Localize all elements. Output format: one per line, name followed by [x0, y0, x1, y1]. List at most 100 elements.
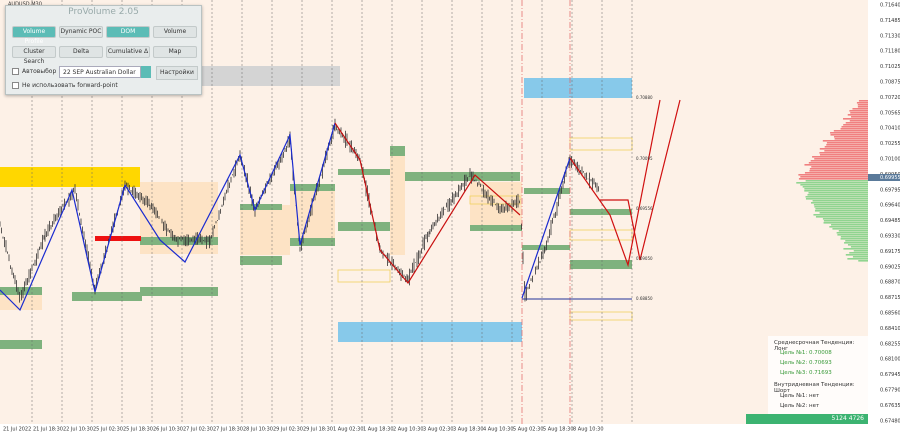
profile-bar: [831, 224, 868, 226]
instrument-select[interactable]: 22 SEP Australian Dollar: [59, 66, 141, 78]
profile-bar: [849, 252, 868, 254]
profile-bar: [845, 240, 868, 242]
outline-zone: [569, 229, 633, 241]
forward-point[interactable]: Не использовать forward-point: [12, 82, 118, 89]
time-axis-bg: [0, 424, 868, 435]
profile-bar: [798, 178, 868, 180]
level-label: 0.68850: [636, 296, 653, 301]
time-label: 29 Jul 02:30: [273, 427, 303, 433]
profile-bar: [800, 184, 868, 186]
profile-bar: [809, 170, 868, 172]
panel-button[interactable]: Volume: [153, 26, 197, 38]
price-label: 0.71180: [880, 49, 900, 55]
target: Цель №1: нет: [780, 393, 820, 399]
current-price-tag: [868, 174, 900, 181]
profile-bar: [804, 164, 868, 166]
profile-bar: [813, 204, 868, 206]
profile-bar: [858, 260, 868, 262]
volume-zone: [405, 172, 520, 181]
outline-zone: [569, 311, 633, 321]
volume-zone: [522, 245, 570, 250]
price-label: 0.69025: [880, 264, 900, 270]
zone: [290, 186, 335, 246]
profile-bar: [800, 176, 868, 178]
zigzag-up: [0, 122, 336, 312]
profile-bar: [845, 122, 868, 124]
profile-bar: [851, 116, 868, 118]
price-label: 0.70565: [880, 110, 900, 116]
profile-bar: [853, 250, 868, 252]
profile-bar: [819, 152, 868, 154]
price-label: 0.70100: [880, 157, 900, 163]
profile-bar: [823, 220, 868, 222]
time-label: 3 Aug 18:30: [453, 427, 484, 433]
profile-bar: [832, 228, 868, 230]
panel-button[interactable]: Dynamic POC: [59, 26, 103, 38]
select-arrow[interactable]: [141, 66, 151, 78]
profile-bar: [829, 226, 868, 228]
profile-bar: [805, 180, 868, 182]
volume-zone: [338, 169, 390, 175]
volume-zone: [0, 287, 42, 295]
projection: [600, 99, 681, 261]
time-label: 22 Jul 10:30: [63, 427, 93, 433]
profile-bar: [856, 102, 868, 104]
price-axis-bg: [868, 0, 900, 435]
volume-zone: [140, 237, 218, 245]
target: Цель №1: 0.70008: [780, 350, 832, 356]
current-price: 0.69955: [880, 175, 900, 181]
red-bar: [95, 236, 141, 241]
profile-bar: [841, 126, 868, 128]
price-label: 0.71025: [880, 64, 900, 70]
profile-bar: [830, 132, 868, 134]
profile-bar: [843, 118, 868, 120]
profile-bar: [840, 128, 868, 130]
profile-bar: [813, 214, 868, 216]
time-label: 3 Aug 02:30: [423, 427, 454, 433]
level-label: 0.70095: [636, 156, 653, 161]
profile-bar: [844, 242, 868, 244]
profile-bar: [814, 158, 868, 160]
zone: [0, 167, 140, 187]
price-label: 0.67945: [880, 372, 900, 378]
price-label: 0.68255: [880, 341, 900, 347]
auto-select-label: Автовыбор: [22, 68, 57, 75]
profile-bar: [819, 148, 868, 150]
panel-button[interactable]: Volume Profile: [12, 26, 56, 45]
outline-zone: [469, 195, 521, 205]
panel-button[interactable]: DOM: [106, 26, 150, 38]
panel-button[interactable]: Cluster Search: [12, 46, 56, 65]
zigzag-up: [521, 157, 571, 299]
price-label: 0.68100: [880, 357, 900, 363]
profile-bar: [807, 194, 868, 196]
zone: [338, 322, 522, 342]
time-label: 8 Aug 10:30: [573, 427, 604, 433]
panel-button[interactable]: Cumulative Δ: [106, 46, 150, 58]
panel-button[interactable]: Map: [153, 46, 197, 58]
profile-bar: [808, 192, 868, 194]
price-label: 0.69795: [880, 187, 900, 193]
volume-zone: [140, 287, 218, 296]
zone: [524, 78, 632, 98]
time-label: 26 Jul 10:30: [153, 427, 183, 433]
time-label: 27 Jul 02:30: [183, 427, 213, 433]
profile-bar: [833, 130, 868, 132]
price-label: 0.68560: [880, 311, 900, 317]
forward-point-label: Не использовать forward-point: [22, 82, 118, 89]
time-label: 25 Jul 02:30: [93, 427, 123, 433]
price-label: 0.69640: [880, 203, 900, 209]
time-label: 5 Aug 02:30: [513, 427, 544, 433]
auto-select[interactable]: Автовыбор: [12, 68, 56, 75]
time-label: 29 Jul 18:30: [303, 427, 333, 433]
panel-button[interactable]: Delta: [59, 46, 103, 58]
profile-bar: [822, 218, 868, 220]
zone: [470, 182, 522, 230]
profile-bar: [830, 134, 868, 136]
zone: [240, 205, 290, 255]
profile-bar: [811, 166, 868, 168]
chart-layer: 0.70880 0.70095 0.69556 0.69050 0.68850: [0, 0, 868, 424]
settings-button[interactable]: Настройки: [156, 66, 198, 80]
volume-zone: [0, 340, 42, 349]
profile-bar: [814, 206, 868, 208]
